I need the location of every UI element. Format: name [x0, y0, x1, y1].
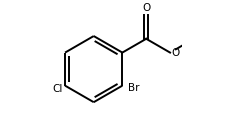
Text: Br: Br	[127, 83, 139, 93]
Text: Cl: Cl	[52, 84, 62, 94]
Text: O: O	[171, 48, 179, 58]
Text: O: O	[142, 3, 150, 13]
